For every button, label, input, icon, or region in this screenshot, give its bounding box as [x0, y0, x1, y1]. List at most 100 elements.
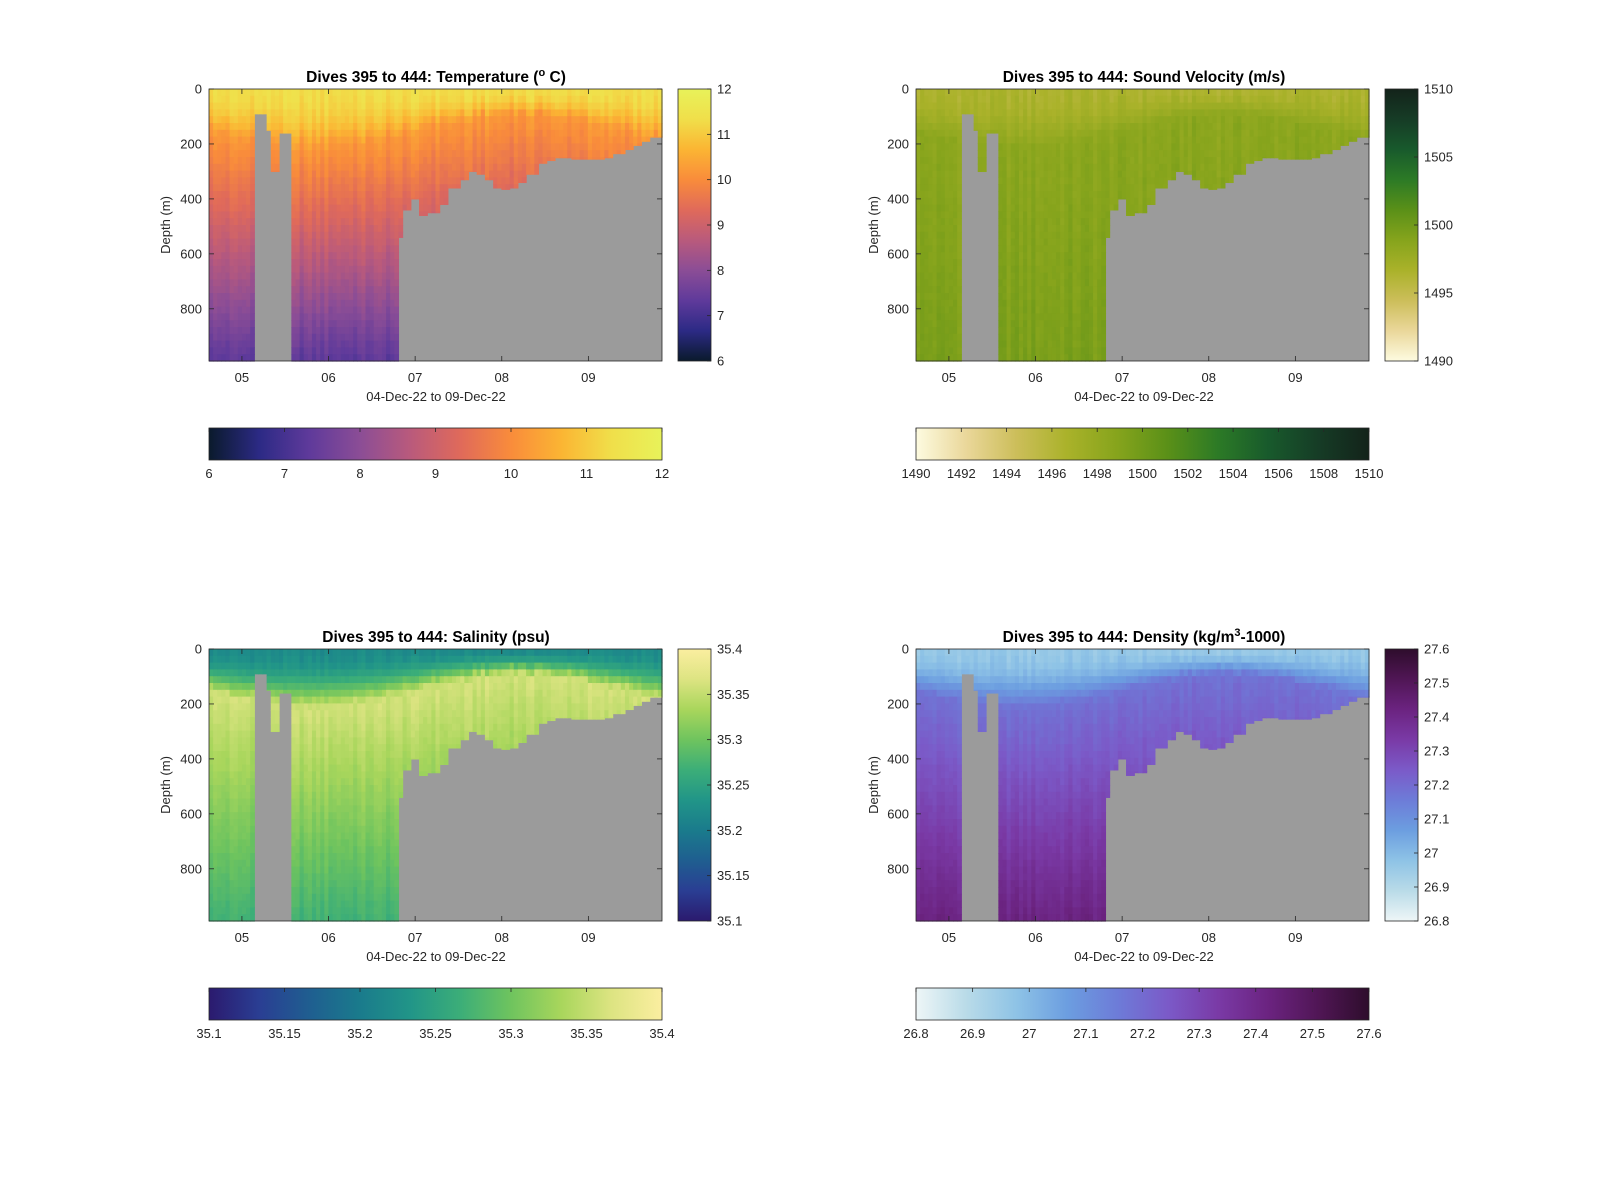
heatmap-cell — [365, 231, 371, 240]
heatmap-cell — [394, 265, 400, 274]
heatmap-cell — [1035, 197, 1041, 206]
heatmap-cell — [250, 95, 255, 104]
y-axis-label: Depth (m) — [158, 196, 173, 254]
heatmap-cell — [957, 191, 962, 199]
heatmap-cell — [213, 150, 218, 158]
heatmap-cell — [928, 340, 934, 348]
heatmap-cell — [435, 211, 441, 214]
heatmap-cell — [1051, 231, 1057, 240]
heatmap-cell — [225, 204, 231, 212]
heatmap-cell — [924, 245, 929, 253]
heatmap-cell — [213, 252, 218, 260]
heatmap-cell — [961, 89, 967, 97]
heatmap-cell — [423, 150, 428, 158]
heatmap-cell — [1286, 116, 1292, 124]
heatmap-cell — [1072, 306, 1078, 314]
heatmap-cell — [390, 218, 395, 226]
heatmap-cell — [324, 245, 330, 253]
heatmap-cell — [390, 252, 395, 260]
heatmap-cell — [1047, 95, 1053, 104]
heatmap-cell — [1010, 340, 1016, 348]
heatmap-cell — [1072, 191, 1078, 199]
heatmap-cell — [1101, 245, 1107, 253]
heatmap-cell — [932, 150, 938, 158]
heatmap-cell — [1047, 177, 1053, 185]
heatmap-cell — [616, 95, 622, 104]
heatmap-cell — [1134, 170, 1139, 178]
heatmap-cell — [1027, 197, 1032, 206]
heatmap-cell — [1196, 102, 1201, 110]
heatmap-cell — [600, 89, 605, 97]
heatmap-cell — [559, 157, 564, 159]
heatmap-cell — [377, 347, 383, 355]
heatmap-cell — [349, 177, 354, 185]
heatmap-cell — [1043, 245, 1049, 253]
heatmap-cell — [1121, 89, 1127, 97]
heatmap-cell — [554, 95, 560, 104]
heatmap-cell — [1023, 333, 1028, 342]
heatmap-cell — [513, 95, 519, 104]
colorbar-tick-label: 1505 — [1424, 150, 1453, 165]
heatmap-cell — [920, 197, 925, 206]
heatmap-cell — [390, 320, 395, 328]
heatmap-cell — [948, 102, 954, 110]
heatmap-cell — [295, 218, 301, 226]
heatmap-cell — [521, 157, 527, 165]
heatmap-cell — [1039, 102, 1045, 110]
heatmap-cell — [423, 163, 428, 172]
heatmap-cell — [1060, 204, 1065, 212]
heatmap-cell — [932, 225, 938, 233]
heatmap-cell — [1257, 136, 1263, 144]
heatmap-cell — [1060, 123, 1065, 131]
heatmap-cell — [472, 129, 478, 138]
heatmap-cell — [1171, 163, 1177, 172]
heatmap-cell — [241, 211, 247, 219]
heatmap-cell — [633, 123, 638, 131]
heatmap-cell — [1117, 170, 1123, 178]
heatmap-cell — [373, 354, 379, 362]
heatmap-cell — [439, 191, 445, 199]
heatmap-cell — [250, 225, 255, 233]
heatmap-cell — [340, 265, 346, 274]
heatmap-cell — [320, 218, 325, 226]
heatmap-cell — [526, 170, 531, 175]
heatmap-cell — [1006, 89, 1012, 97]
heatmap-cell — [526, 163, 531, 172]
heatmap-cell — [1084, 150, 1090, 158]
heatmap-cell — [1076, 333, 1082, 342]
heatmap-cell — [307, 197, 313, 206]
heatmap-cell — [1208, 163, 1214, 172]
heatmap-cell — [1088, 218, 1094, 226]
heatmap-cell — [431, 123, 437, 131]
heatmap-cell — [299, 272, 305, 280]
heatmap-cell — [209, 819, 214, 827]
heatmap-cell — [262, 95, 268, 104]
heatmap-cell — [596, 143, 601, 151]
heatmap-cell — [344, 299, 350, 308]
heatmap-cell — [567, 116, 572, 124]
heatmap-cell — [246, 245, 251, 253]
heatmap-cell — [961, 109, 967, 115]
heatmap-cell — [1179, 123, 1185, 131]
heatmap-cell — [225, 102, 231, 110]
heatmap-cell — [936, 272, 942, 280]
heatmap-cell — [373, 143, 379, 151]
heatmap-cell — [1274, 116, 1279, 124]
heatmap-cell — [1018, 136, 1024, 144]
heatmap-cell — [534, 123, 540, 131]
heatmap-cell — [349, 116, 354, 124]
heatmap-cell — [213, 123, 218, 131]
heatmap-cell — [303, 177, 309, 185]
heatmap-cell — [1298, 150, 1304, 158]
heatmap-cell — [1072, 170, 1078, 178]
heatmap-cell — [1208, 109, 1214, 117]
heatmap-cell — [431, 129, 437, 138]
heatmap-cell — [472, 123, 478, 131]
heatmap-cell — [637, 95, 643, 104]
heatmap-cell — [225, 163, 231, 172]
heatmap-cell — [357, 354, 362, 362]
heatmap-cell — [1191, 143, 1197, 151]
heatmap-cell — [657, 109, 663, 117]
heatmap-cell — [1035, 293, 1041, 301]
heatmap-cell — [1093, 136, 1098, 144]
